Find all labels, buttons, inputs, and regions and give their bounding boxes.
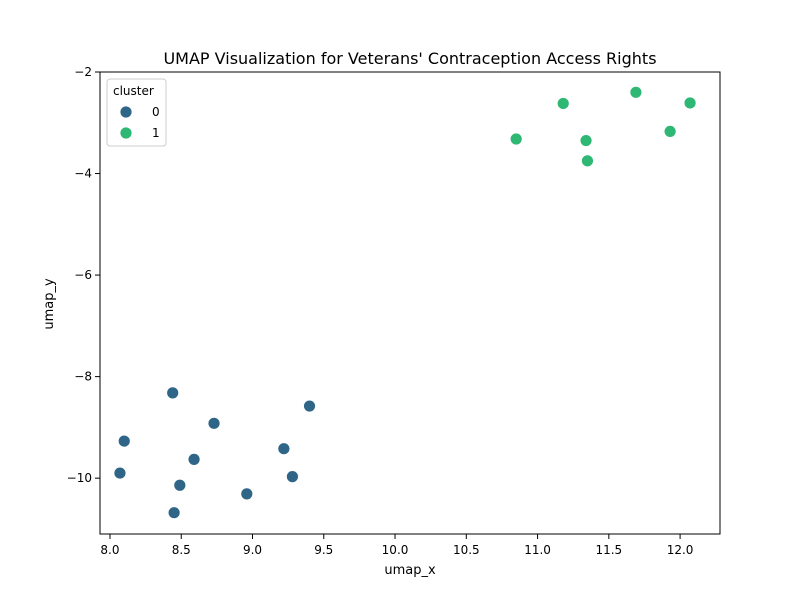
x-tick-label: 9.0 xyxy=(243,543,262,557)
cluster-1-point xyxy=(579,134,593,147)
x-tick-label: 11.5 xyxy=(595,543,622,557)
y-tick-label: −8 xyxy=(74,370,92,384)
cluster-0-point xyxy=(166,386,180,400)
y-tick-label: −10 xyxy=(67,471,92,485)
legend-marker-cluster-1 xyxy=(119,126,133,140)
x-tick-label: 12.0 xyxy=(667,543,694,557)
x-tick-label: 9.5 xyxy=(314,543,333,557)
cluster-0-point xyxy=(240,487,254,501)
cluster-0-point xyxy=(113,466,127,480)
cluster-0-point xyxy=(173,478,187,492)
plot-area: 8.0 8.5 9.0 9.5 10.0 10.5 11.0 11.5 12.0 −2 −4 −6 −8… xyxy=(67,65,721,557)
cluster-1-point xyxy=(629,85,643,99)
cluster-1-point xyxy=(683,96,697,110)
chart-title: UMAP Visualization for Veterans' Contrac… xyxy=(163,49,656,68)
cluster-1-point xyxy=(663,124,677,138)
axes-frame xyxy=(99,71,721,535)
y-tick-label: −6 xyxy=(74,268,92,282)
cluster-0-point xyxy=(303,399,316,413)
legend-title: cluster xyxy=(113,84,154,98)
cluster-1-point xyxy=(556,97,570,110)
cluster-0-point xyxy=(117,434,131,448)
legend: cluster 0 1 xyxy=(106,78,167,147)
x-axis-label: umap_x xyxy=(384,563,436,578)
cluster-0-point xyxy=(277,442,291,456)
x-tick-label: 11.0 xyxy=(524,543,551,557)
cluster-1-point xyxy=(509,132,523,146)
legend-label-cluster-0: 0 xyxy=(152,105,160,119)
x-tick-label: 8.0 xyxy=(100,543,119,557)
y-axis-label: umap_y xyxy=(42,278,57,330)
y-tick-label: −2 xyxy=(74,65,92,79)
legend-label-cluster-1: 1 xyxy=(152,126,160,140)
cluster-0-point xyxy=(167,506,181,520)
cluster-0-point xyxy=(187,452,201,466)
x-tick-label: 10.5 xyxy=(453,543,480,557)
y-tick-label: −4 xyxy=(74,167,92,181)
x-tick-label: 8.5 xyxy=(172,543,191,557)
cluster-0-point xyxy=(207,416,221,430)
legend-marker-cluster-0 xyxy=(119,105,133,119)
cluster-0-point xyxy=(286,470,299,484)
x-tick-label: 10.0 xyxy=(382,543,409,557)
cluster-1-point xyxy=(581,154,594,168)
